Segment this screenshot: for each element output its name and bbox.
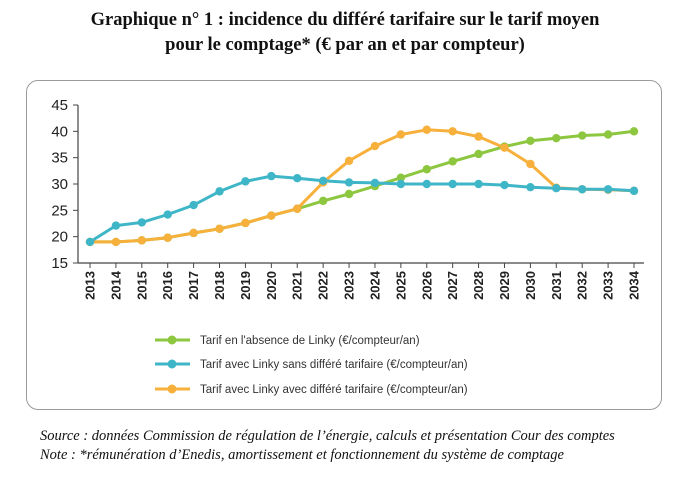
x-tick-label: 2013 (83, 271, 98, 300)
chart-notes: Source : données Commission de régulatio… (40, 427, 680, 465)
data-point-series-2 (577, 185, 587, 194)
data-point-series-2 (422, 179, 431, 189)
legend-marker-series-3 (167, 384, 177, 394)
legend-label-series-1: Tarif en l'absence de Linky (€/compteur/… (200, 335, 420, 347)
legend-marker-series-1 (167, 335, 177, 345)
chart-series-lines (88, 128, 636, 244)
x-tick-label: 2026 (419, 271, 434, 300)
data-point-series-2 (448, 179, 457, 189)
data-point-series-1 (474, 149, 483, 159)
data-point-series-3 (215, 224, 224, 233)
x-tick-label: 2017 (186, 271, 201, 300)
source-note: Source : données Commission de régulatio… (40, 428, 615, 444)
data-point-series-2 (241, 177, 250, 186)
data-point-series-2 (344, 178, 354, 187)
series-line-2 (88, 174, 636, 244)
data-point-series-2 (500, 180, 509, 190)
x-tick-label: 2014 (108, 270, 123, 300)
x-tick-label: 2031 (549, 271, 564, 300)
x-tick-label: 2032 (575, 271, 590, 300)
data-point-series-2 (552, 184, 561, 193)
y-tick-label: 20 (51, 229, 68, 246)
data-point-series-2 (396, 179, 406, 189)
x-tick-label: 2024 (367, 270, 382, 300)
data-point-series-2 (526, 182, 535, 192)
data-point-series-1 (448, 157, 457, 166)
data-point-series-2 (603, 185, 613, 194)
data-point-series-1 (629, 127, 639, 136)
data-point-series-3 (500, 143, 509, 152)
data-point-series-2 (163, 210, 172, 219)
chart-title-line-2: pour le comptage* (€ par an et par compt… (165, 35, 525, 55)
x-tick-label: 2028 (471, 271, 486, 300)
legend-marker-series-2 (167, 359, 177, 369)
data-point-series-2 (267, 171, 276, 181)
data-point-series-3 (111, 237, 121, 247)
data-point-series-1 (603, 130, 613, 139)
x-tick-label: 2034 (627, 270, 642, 300)
data-point-series-3 (293, 204, 302, 213)
chart-title: Graphique n° 1 : incidence du différé ta… (0, 8, 690, 58)
chart-title-line-1: Graphique n° 1 : incidence du différé ta… (90, 10, 600, 30)
data-point-series-3 (137, 236, 147, 245)
data-point-series-3 (422, 125, 431, 134)
data-point-series-1 (526, 136, 535, 146)
x-tick-label: 2030 (523, 271, 538, 300)
data-point-series-2 (474, 179, 483, 189)
y-tick-label: 45 (51, 97, 68, 114)
x-tick-label: 2019 (238, 271, 253, 300)
y-tick-label: 15 (51, 255, 68, 272)
data-point-series-2 (111, 221, 121, 230)
data-point-series-1 (396, 173, 406, 182)
data-point-series-2 (629, 186, 639, 196)
x-tick-label: 2027 (445, 271, 460, 300)
data-point-series-3 (474, 132, 483, 141)
x-tick-label: 2020 (264, 271, 279, 300)
data-point-series-1 (552, 133, 561, 143)
legend-label-series-3: Tarif avec Linky avec différé tarifaire … (200, 384, 468, 396)
x-tick-label: 2023 (342, 271, 357, 300)
data-point-series-3 (526, 159, 535, 169)
legend-label-series-2: Tarif avec Linky sans différé tarifaire … (200, 359, 468, 371)
data-point-series-3 (241, 218, 250, 228)
x-tick-label: 2015 (134, 271, 149, 300)
data-point-series-1 (577, 131, 587, 140)
data-point-series-3 (163, 233, 172, 242)
y-tick-label: 35 (51, 150, 68, 167)
x-tick-label: 2025 (393, 271, 408, 300)
data-point-series-2 (370, 178, 380, 188)
x-tick-label: 2018 (212, 271, 227, 300)
data-point-series-1 (422, 165, 431, 174)
x-tick-label: 2033 (601, 271, 616, 300)
data-point-series-3 (396, 130, 406, 139)
data-point-series-3 (189, 228, 198, 238)
chart-series-points (85, 125, 639, 247)
data-point-series-2 (293, 174, 302, 183)
data-point-series-2 (137, 218, 147, 227)
x-tick-label: 2016 (160, 271, 175, 300)
data-point-series-2 (318, 176, 328, 186)
data-point-series-3 (370, 141, 380, 151)
x-tick-label: 2029 (497, 271, 512, 300)
data-point-series-1 (318, 196, 328, 206)
x-tick-label: 2022 (316, 271, 331, 300)
y-tick-label: 30 (51, 176, 68, 193)
data-point-series-2 (85, 237, 95, 247)
chart-legend: Tarif en l'absence de Linky (€/compteur/… (155, 335, 468, 396)
y-tick-label: 40 (51, 123, 68, 140)
data-point-series-3 (448, 127, 457, 136)
y-tick-label: 25 (51, 202, 68, 219)
x-tick-label: 2021 (290, 271, 305, 300)
data-point-series-1 (344, 189, 354, 199)
data-point-series-3 (344, 156, 354, 166)
series-line-3 (88, 128, 636, 244)
footnote: Note : *rémunération d’Enedis, amortisse… (40, 447, 564, 463)
data-point-series-2 (215, 187, 224, 196)
data-point-series-3 (267, 211, 276, 220)
data-point-series-2 (189, 200, 198, 210)
